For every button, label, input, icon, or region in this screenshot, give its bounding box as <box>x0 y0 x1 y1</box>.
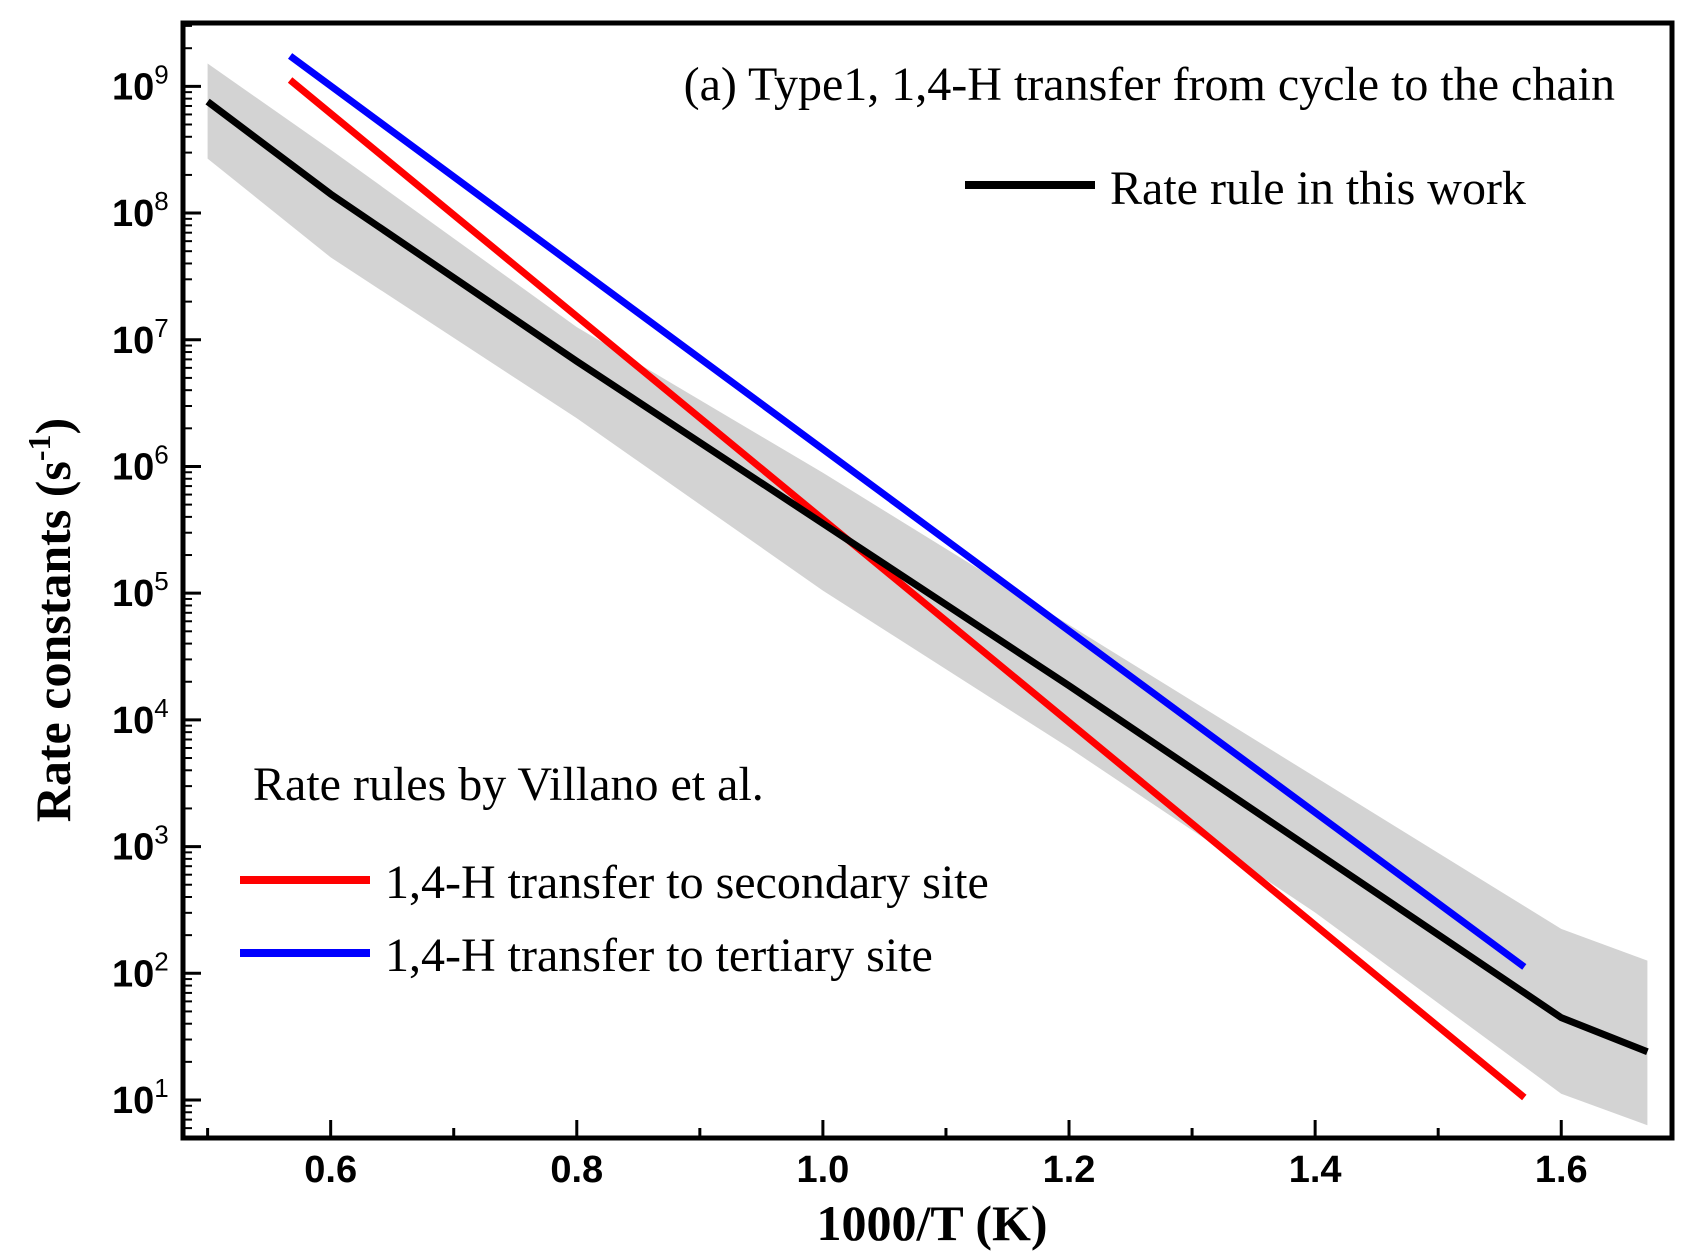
y-tick-label: 106 <box>112 439 169 488</box>
y-axis-title: Rate constants (s-1) <box>21 418 81 822</box>
x-tick-label: 1.0 <box>796 1149 849 1191</box>
series-line-secondary <box>287 77 1527 1101</box>
legend-label-tertiary: 1,4-H transfer to tertiary site <box>385 929 933 982</box>
y-tick-label: 105 <box>112 566 169 615</box>
x-axis-title: 1000/T (K) <box>816 1195 1047 1251</box>
y-axis-title-main: Rate constants (s <box>25 461 81 822</box>
y-tick-label: 104 <box>112 693 169 742</box>
chart-title: (a) Type1, 1,4-H transfer from cycle to … <box>684 58 1615 111</box>
y-axis-title-close: ) <box>25 418 81 435</box>
tick-layer <box>183 24 1563 1138</box>
y-tick-label: 108 <box>112 186 169 235</box>
y-axis-title-sup: -1 <box>21 434 57 461</box>
y-tick-label: 109 <box>112 59 169 108</box>
legend-group-title: Rate rules by Villano et al. <box>253 758 764 811</box>
legend-label-secondary: 1,4-H transfer to secondary site <box>385 856 989 909</box>
x-tick-label: 0.6 <box>304 1149 357 1191</box>
series-line-tertiary <box>288 53 1527 970</box>
x-tick-label: 1.4 <box>1289 1149 1342 1191</box>
y-tick-label: 101 <box>112 1073 169 1122</box>
x-tick-labels: 0.6 0.8 1.0 1.2 1.4 1.6 <box>304 1149 1587 1191</box>
series-line-this-work <box>205 98 1649 1056</box>
y-tick-labels: 101 102 103 104 105 106 107 108 109 <box>112 59 169 1122</box>
y-tick-label: 102 <box>112 946 169 995</box>
x-tick-label: 0.8 <box>550 1149 603 1191</box>
y-tick-label: 103 <box>112 820 169 869</box>
series-layer <box>205 53 1649 1101</box>
x-tick-label: 1.2 <box>1043 1149 1096 1191</box>
x-tick-label: 1.6 <box>1535 1149 1588 1191</box>
y-tick-label: 107 <box>112 313 169 362</box>
plot-frame <box>180 20 1675 1141</box>
legend-label-this-work: Rate rule in this work <box>1110 162 1526 215</box>
